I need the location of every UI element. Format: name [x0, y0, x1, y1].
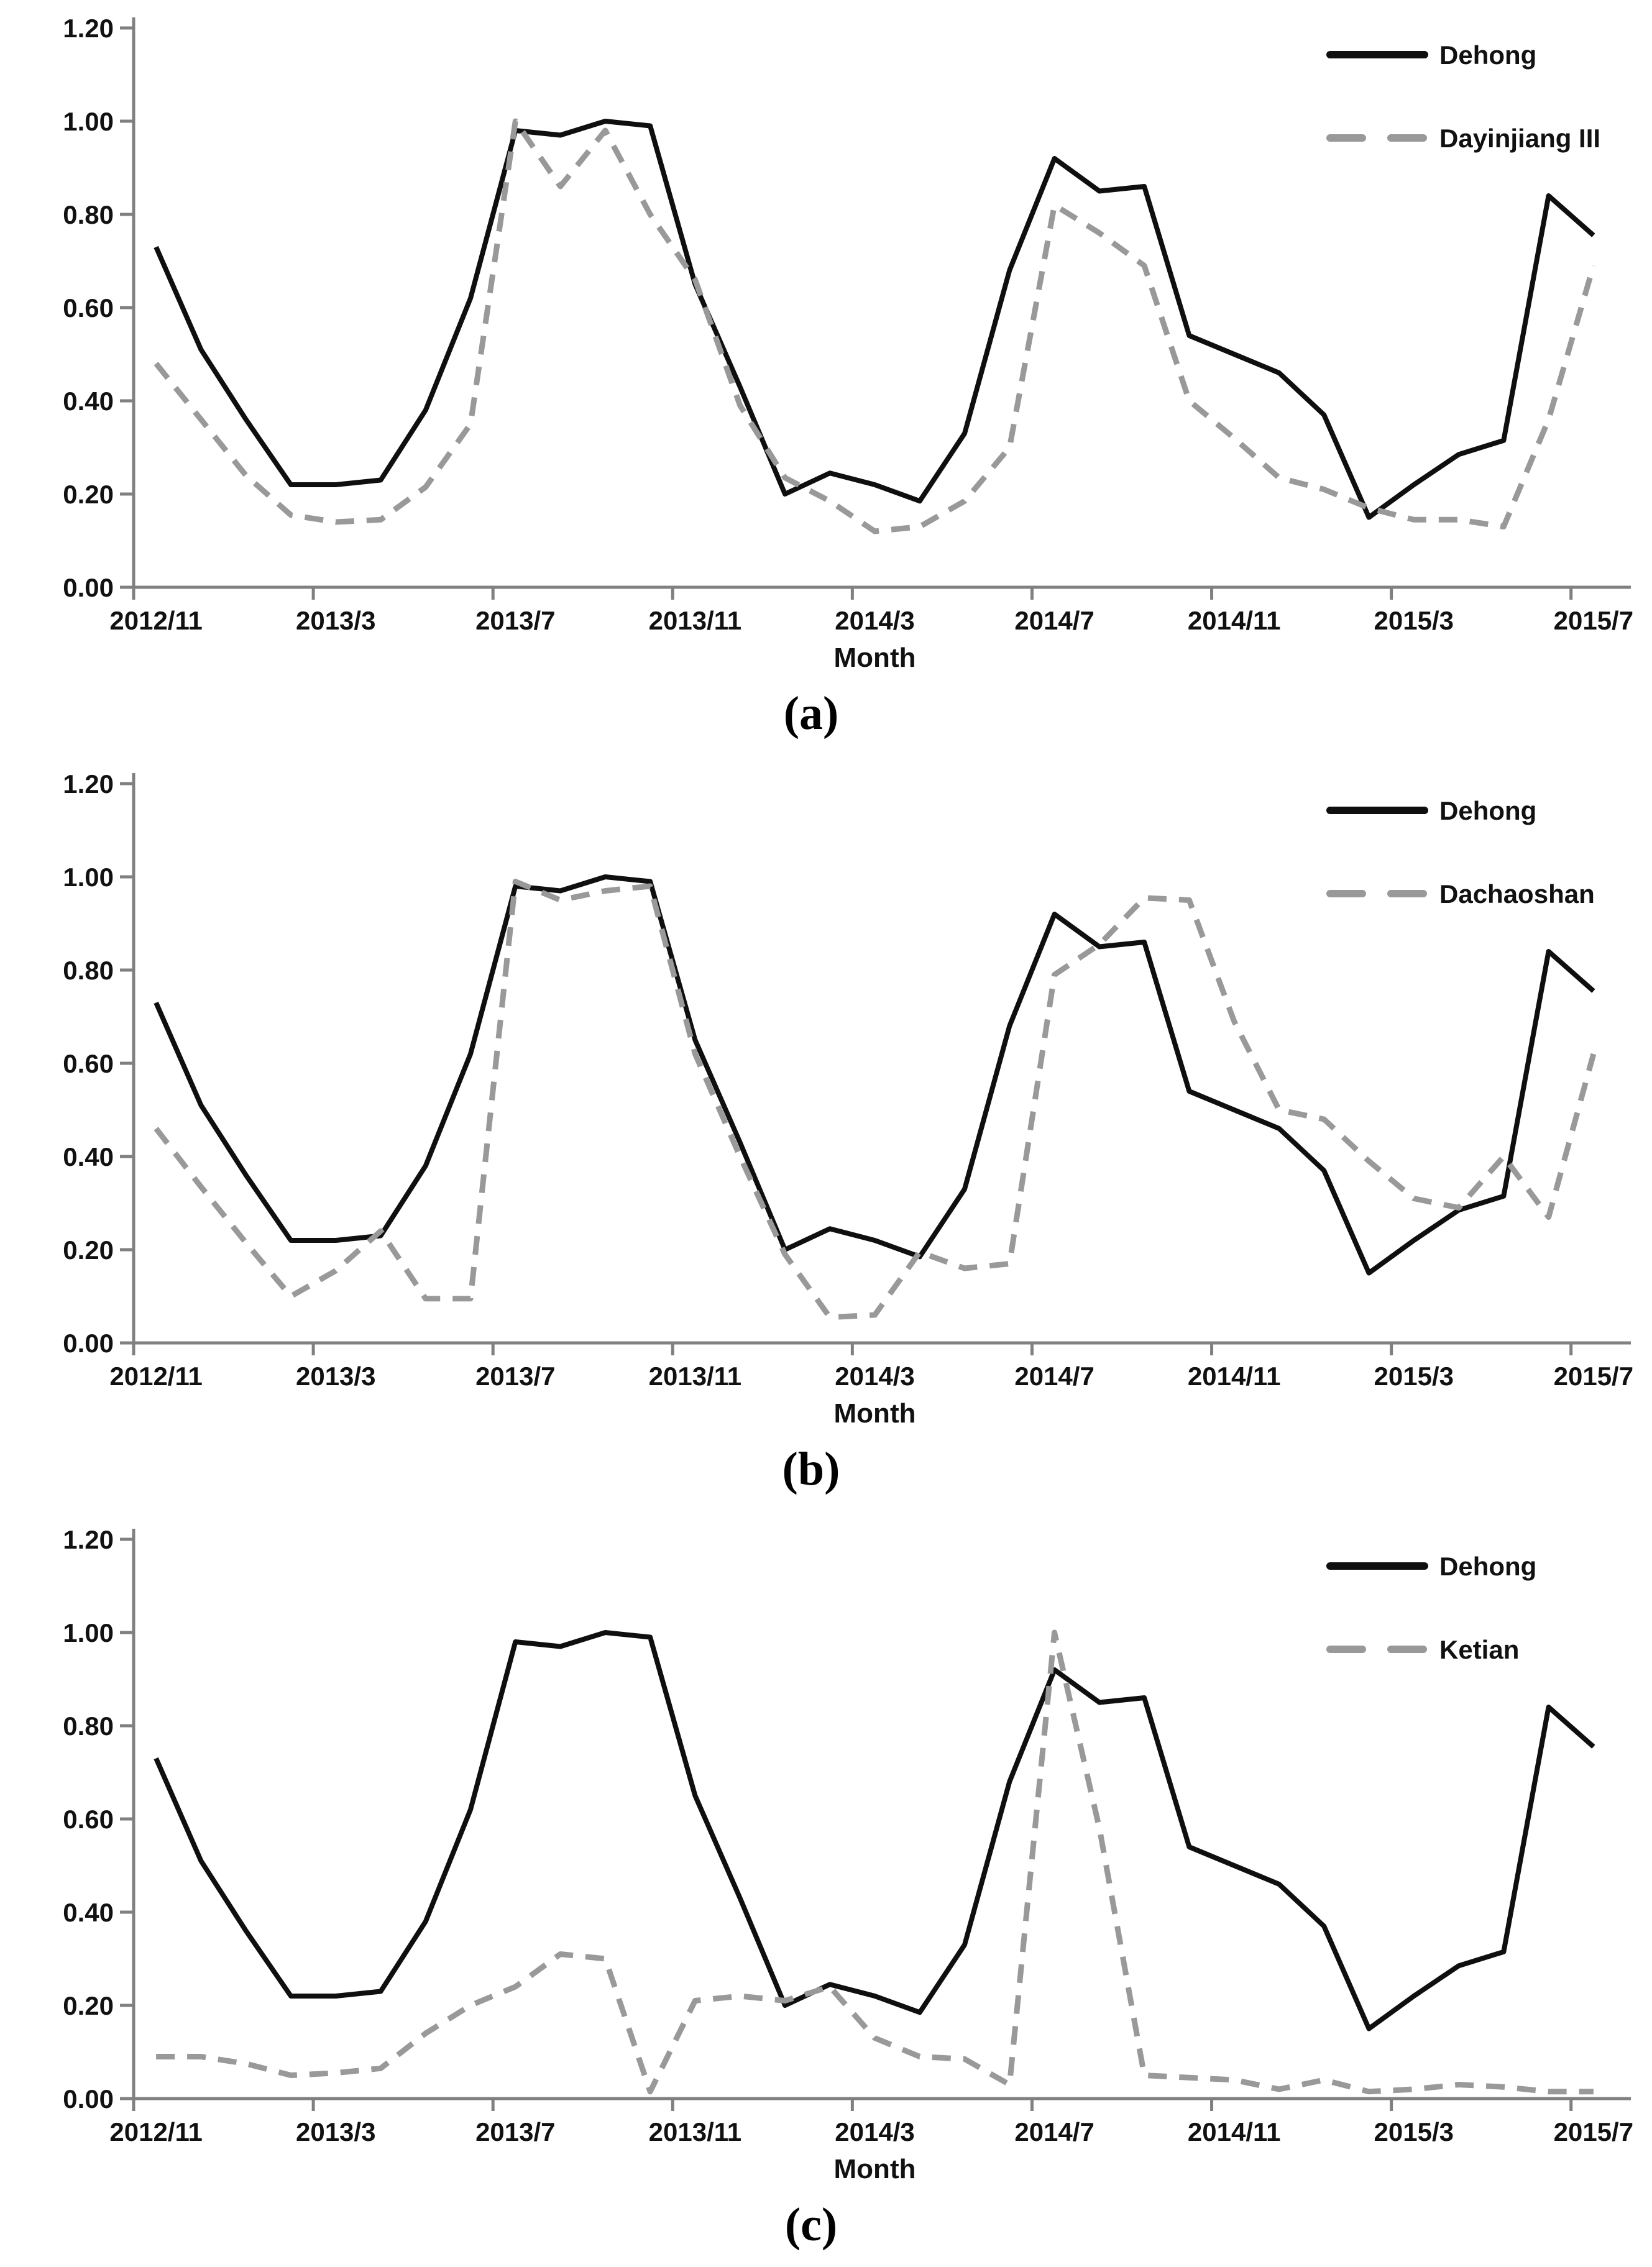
x-tick-label: 2013/11 [649, 606, 742, 635]
legend-label-dachaoshan: Dachaoshan [1439, 879, 1595, 909]
y-tick-label: 0.40 [63, 387, 114, 416]
x-tick-label: 2015/3 [1374, 1362, 1454, 1391]
x-tick-label: 2015/7 [1554, 606, 1633, 635]
y-tick-label: 1.20 [63, 769, 114, 799]
x-axis-title: Month [834, 2154, 916, 2184]
legend-label-dehong: Dehong [1439, 1552, 1536, 1581]
x-tick-label: 2013/11 [649, 2117, 742, 2146]
line-chart-a: 1.20 1.00 0.80 0.60 0.40 0.20 0.00 2012/11 2013/… [63, 14, 1633, 673]
y-tick-label: 1.20 [63, 1525, 114, 1554]
x-tick-label: 2012/11 [109, 606, 203, 635]
y-tick-label: 0.20 [63, 480, 114, 509]
y-tick-label: 0.00 [63, 2084, 114, 2114]
x-tick-label: 2013/3 [296, 2117, 375, 2146]
x-tick-label: 2014/7 [1014, 2117, 1094, 2146]
y-tick-label: 1.00 [63, 107, 114, 136]
legend-label-dayinjiang-iii: Dayinjiang III [1439, 124, 1600, 153]
x-tick-label: 2013/3 [296, 1362, 375, 1391]
x-tick-label: 2012/11 [109, 2117, 203, 2146]
chart-caption-c: (c) [784, 2199, 838, 2251]
x-tick-label: 2015/3 [1374, 606, 1454, 635]
x-tick-label: 2014/11 [1188, 606, 1281, 635]
y-tick-label: 0.80 [63, 1711, 114, 1741]
x-tick-label: 2013/7 [475, 1362, 555, 1391]
chart-panel-b: 1.20 1.00 0.80 0.60 0.40 0.20 0.00 2012/11 2013/… [0, 756, 1652, 1511]
x-tick-label: 2014/3 [835, 2117, 914, 2146]
chart-panel-a: 1.20 1.00 0.80 0.60 0.40 0.20 0.00 2012/11 2013/… [0, 0, 1652, 756]
x-tick-label: 2014/3 [835, 1362, 914, 1391]
legend-label-ketian: Ketian [1439, 1635, 1519, 1664]
line-chart-c: 1.20 1.00 0.80 0.60 0.40 0.20 0.00 2012/11 2013/… [63, 1525, 1633, 2184]
y-tick-label: 0.60 [63, 1805, 114, 1834]
y-tick-label: 0.60 [63, 293, 114, 323]
series-line-ketian [156, 1629, 1594, 2095]
series-line-dehong [154, 119, 1595, 520]
x-axis-title: Month [834, 1398, 916, 1429]
chart-panel-c: 1.20 1.00 0.80 0.60 0.40 0.20 0.00 2012/11 2013/… [0, 1511, 1652, 2267]
x-tick-label: 2015/3 [1374, 2117, 1454, 2146]
x-tick-label: 2013/7 [475, 2117, 555, 2146]
y-tick-label: 0.60 [63, 1049, 114, 1078]
legend-label-dehong: Dehong [1439, 40, 1536, 70]
y-tick-label: 0.40 [63, 1898, 114, 1927]
x-axis-title: Month [834, 643, 916, 673]
x-tick-label: 2014/7 [1014, 606, 1094, 635]
y-tick-label: 0.20 [63, 1991, 114, 2020]
legend-label-dehong: Dehong [1439, 796, 1536, 825]
y-tick-label: 1.20 [63, 14, 114, 43]
x-tick-label: 2014/7 [1014, 1362, 1094, 1391]
y-tick-label: 0.80 [63, 200, 114, 229]
line-chart-b: 1.20 1.00 0.80 0.60 0.40 0.20 0.00 2012/11 2013/… [63, 769, 1633, 1429]
x-tick-label: 2013/7 [475, 606, 555, 635]
series-line-dayinjiang-iii [154, 118, 1597, 534]
x-tick-label: 2014/11 [1188, 1362, 1281, 1391]
y-tick-label: 1.00 [63, 863, 114, 892]
y-tick-label: 0.00 [63, 573, 114, 602]
chart-caption-a: (a) [783, 687, 839, 740]
x-tick-label: 2013/3 [296, 606, 375, 635]
y-tick-label: 1.00 [63, 1618, 114, 1647]
series-line-dachaoshan [154, 879, 1597, 1321]
chart-caption-b: (b) [782, 1443, 840, 1495]
x-tick-label: 2012/11 [109, 1362, 203, 1391]
y-tick-label: 0.80 [63, 956, 114, 985]
x-tick-label: 2013/11 [649, 1362, 742, 1391]
y-tick-label: 0.20 [63, 1235, 114, 1265]
x-tick-label: 2014/11 [1188, 2117, 1281, 2146]
series-line-dehong [154, 1630, 1595, 2031]
y-tick-label: 0.40 [63, 1142, 114, 1171]
x-tick-label: 2015/7 [1554, 1362, 1633, 1391]
series-line-dehong [154, 874, 1595, 1276]
x-tick-label: 2014/3 [835, 606, 914, 635]
x-tick-label: 2015/7 [1554, 2117, 1633, 2146]
y-tick-label: 0.00 [63, 1329, 114, 1358]
